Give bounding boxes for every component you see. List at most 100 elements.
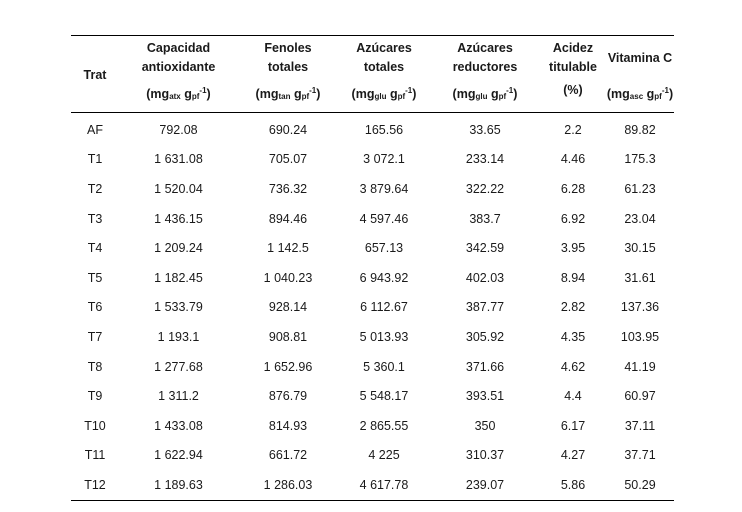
value-cell: 165.56 — [364, 122, 404, 137]
value-cell: 792.08 — [159, 122, 198, 137]
table-row: T2 1 520.04 736.32 3 879.64 322.22 6.28 61.23 — [71, 174, 674, 204]
value-cell: 1 142.5 — [267, 241, 309, 256]
value-cell: 1 631.08 — [154, 152, 203, 167]
value-cell: 41.19 — [624, 359, 656, 374]
unit-vitamina: (mgasc gpf-1) — [606, 86, 674, 101]
table-row: AF 792.08 690.24 165.56 33.65 2.2 89.82 — [71, 113, 674, 145]
value-cell: 1 040.23 — [263, 270, 313, 285]
value-cell: 908.81 — [268, 329, 308, 344]
value-cell: 1 182.45 — [154, 270, 203, 285]
value-cell: 342.59 — [465, 241, 505, 256]
value-cell: 137.36 — [620, 300, 660, 315]
row-label-cell: T10 — [84, 418, 106, 433]
value-cell: 402.03 — [465, 270, 505, 285]
value-cell: 4.35 — [560, 329, 586, 344]
value-cell: 5 013.93 — [359, 329, 409, 344]
value-cell: 736.32 — [268, 181, 308, 196]
value-cell: 4.27 — [560, 448, 586, 463]
value-cell: 5 548.17 — [359, 389, 409, 404]
header-trat: Trat — [83, 68, 107, 82]
value-cell: 6 943.92 — [359, 270, 409, 285]
unit-azucares-totales: (mgglu gpf-1) — [351, 86, 417, 101]
units-row: (mgatx gpf-1) (mgtan gpf-1) (mgglu gpf-1… — [71, 77, 674, 113]
value-cell: 2 865.55 — [359, 418, 409, 433]
row-label-cell: T2 — [87, 181, 103, 196]
value-cell: 387.77 — [465, 300, 505, 315]
table-body: AF 792.08 690.24 165.56 33.65 2.2 89.82 T1 1 631… — [71, 113, 674, 501]
value-cell: 1 189.63 — [154, 477, 203, 492]
value-cell: 322.22 — [465, 181, 505, 196]
value-cell: 6.92 — [560, 211, 586, 226]
value-cell: 37.71 — [624, 448, 656, 463]
value-cell: 894.46 — [268, 211, 308, 226]
value-cell: 233.14 — [465, 152, 505, 167]
value-cell: 60.97 — [624, 389, 656, 404]
unit-azucares-reductores: (mgglu gpf-1) — [452, 86, 518, 101]
value-cell: 50.29 — [624, 477, 656, 492]
header-capacidad: Capacidad antioxidante — [141, 41, 216, 74]
value-cell: 3 879.64 — [359, 181, 409, 196]
value-cell: 1 622.94 — [154, 448, 203, 463]
value-cell: 305.92 — [465, 329, 505, 344]
value-cell: 3.95 — [560, 241, 586, 256]
value-cell: 6 112.67 — [360, 300, 408, 315]
value-cell: 4.62 — [560, 359, 586, 374]
header-vitamina: Vitamina C — [607, 50, 673, 65]
value-cell: 4 597.46 — [359, 211, 409, 226]
value-cell: 239.07 — [465, 477, 505, 492]
value-cell: 30.15 — [624, 241, 656, 256]
value-cell: 33.65 — [469, 122, 501, 137]
header-fenoles: Fenoles totales — [264, 41, 312, 74]
value-cell: 1 286.03 — [263, 477, 313, 492]
unit-fenoles: (mgtan gpf-1) — [255, 86, 321, 101]
value-cell: 928.14 — [268, 300, 308, 315]
data-table: Trat Capacidad antioxidante Fenoles totale… — [71, 35, 674, 501]
value-cell: 5 360.1 — [363, 359, 405, 374]
value-cell: 5.86 — [560, 477, 586, 492]
table-row: T4 1 209.24 1 142.5 657.13 342.59 3.95 30.15 — [71, 233, 674, 263]
value-cell: 31.61 — [624, 270, 656, 285]
table-row: T8 1 277.68 1 652.96 5 360.1 371.66 4.62 41.19 — [71, 352, 674, 382]
row-label-cell: T12 — [84, 477, 106, 492]
value-cell: 310.37 — [465, 448, 505, 463]
table-row: T6 1 533.79 928.14 6 112.67 387.77 2.82 137.36 — [71, 293, 674, 323]
unit-acidez: (%) — [563, 83, 583, 97]
value-cell: 690.24 — [268, 122, 308, 137]
value-cell: 657.13 — [364, 241, 404, 256]
row-label-cell: T9 — [87, 389, 103, 404]
value-cell: 393.51 — [465, 389, 505, 404]
value-cell: 37.11 — [624, 418, 656, 433]
data-table-container: Trat Capacidad antioxidante Fenoles totale… — [71, 35, 674, 501]
row-label-cell: T3 — [87, 211, 103, 226]
value-cell: 2.82 — [560, 300, 586, 315]
table-row: T12 1 189.63 1 286.03 4 617.78 239.07 5.86 50.… — [71, 470, 674, 501]
value-cell: 876.79 — [268, 389, 308, 404]
value-cell: 371.66 — [465, 359, 505, 374]
value-cell: 103.95 — [620, 329, 660, 344]
value-cell: 3 072.1 — [363, 152, 405, 167]
value-cell: 4 617.78 — [359, 477, 409, 492]
row-label-cell: T5 — [87, 270, 103, 285]
table-row: T11 1 622.94 661.72 4 225 310.37 4.27 37.71 — [71, 441, 674, 471]
value-cell: 175.3 — [624, 152, 656, 167]
row-label-cell: T7 — [87, 329, 103, 344]
value-cell: 1 433.08 — [154, 418, 203, 433]
value-cell: 350 — [474, 418, 496, 433]
value-cell: 814.93 — [268, 418, 308, 433]
value-cell: 4 225 — [368, 448, 400, 463]
row-label-cell: AF — [87, 122, 103, 137]
table-row: T5 1 182.45 1 040.23 6 943.92 402.03 8.94 31.6… — [71, 263, 674, 293]
value-cell: 1 652.96 — [263, 359, 313, 374]
value-cell: 1 533.79 — [154, 300, 203, 315]
value-cell: 23.04 — [624, 211, 656, 226]
value-cell: 1 277.68 — [154, 359, 203, 374]
header-azucares-totales: Azúcares totales — [356, 41, 412, 74]
value-cell: 1 436.15 — [154, 211, 203, 226]
value-cell: 6.17 — [560, 418, 586, 433]
row-label-cell: T1 — [87, 152, 103, 167]
table-row: T3 1 436.15 894.46 4 597.46 383.7 6.92 23.04 — [71, 204, 674, 234]
table-row: T9 1 311.2 876.79 5 548.17 393.51 4.4 60.97 — [71, 381, 674, 411]
table-row: T7 1 193.1 908.81 5 013.93 305.92 4.35 103.95 — [71, 322, 674, 352]
value-cell: 1 193.1 — [157, 329, 200, 344]
header-azucares-reductores: Azúcares reductores — [452, 41, 518, 74]
